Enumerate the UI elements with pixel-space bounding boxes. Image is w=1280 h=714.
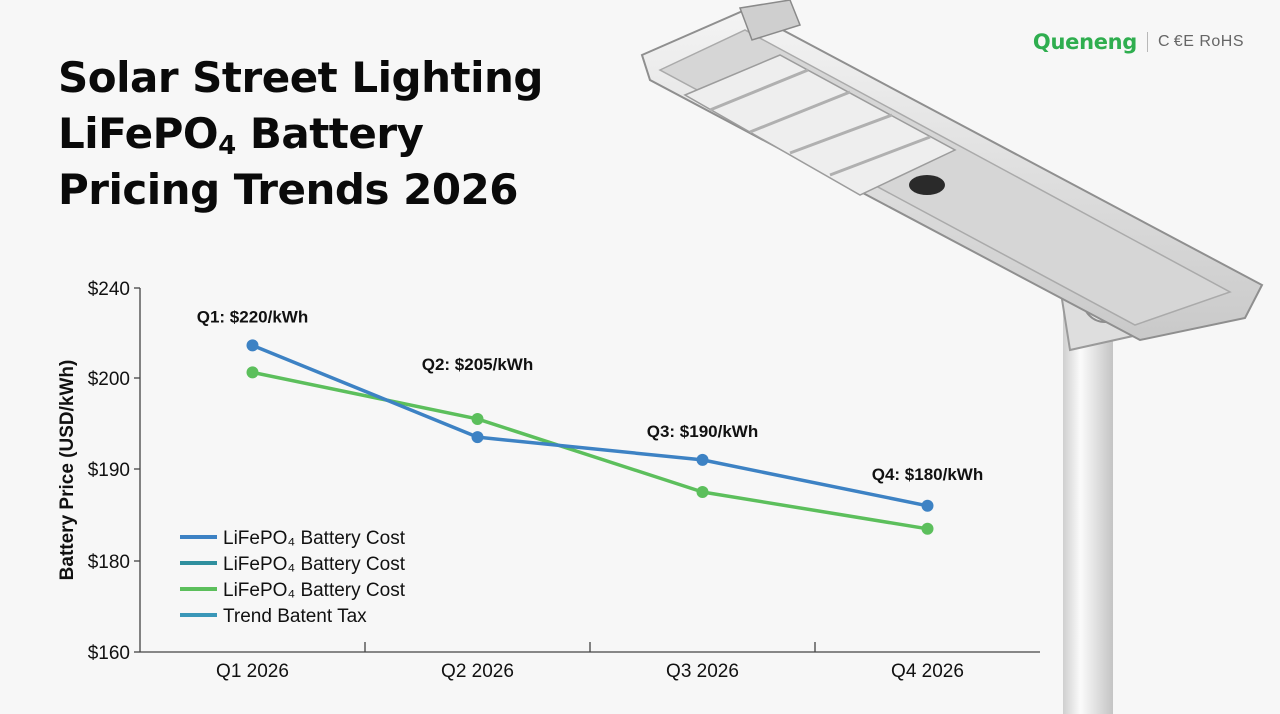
legend-label: LiFePO₄ Battery Cost	[223, 554, 406, 575]
title-line-1: Solar Street Lighting	[58, 53, 543, 102]
legend-label: Trend Batent Tax	[223, 606, 367, 627]
brand-separator	[1147, 32, 1149, 52]
y-tick-label: $240	[88, 279, 130, 300]
pole	[1063, 300, 1113, 714]
data-point	[471, 412, 484, 425]
data-annotation: Q1: $220/kWh	[197, 307, 309, 326]
data-annotation: Q4: $180/kWh	[872, 465, 984, 484]
y-tick-label: $180	[88, 552, 130, 573]
y-axis-label: Battery Price (USD/kWh)	[57, 360, 78, 581]
x-tick-label: Q1 2026	[216, 661, 289, 682]
x-tick-label: Q2 2026	[441, 661, 514, 682]
series-line	[252, 370, 928, 531]
data-point	[696, 453, 709, 466]
y-tick-label: $160	[88, 643, 130, 664]
series-line	[251, 343, 928, 508]
y-tick-label: $190	[88, 460, 130, 481]
page-title: Solar Street Lighting LiFePO4 Battery Pr…	[58, 50, 543, 218]
data-annotation: Q3: $190/kWh	[647, 422, 759, 441]
series-layer	[246, 339, 934, 535]
y-tick-label: $200	[88, 369, 130, 390]
legend-label: LiFePO₄ Battery Cost	[223, 528, 406, 549]
chart-legend: LiFePO₄ Battery Cost LiFePO₄ Battery Cost…	[180, 528, 406, 627]
data-point	[246, 366, 259, 379]
sensor	[909, 175, 945, 195]
data-point	[696, 486, 709, 498]
annotation-layer: Q1: $220/kWh Q2: $205/kWh Q3: $190/kWh Q4: …	[197, 307, 984, 483]
brand-logo: Queneng	[1032, 30, 1138, 54]
title-subscript: 4	[218, 131, 236, 161]
data-annotation: Q2: $205/kWh	[422, 355, 534, 374]
data-point	[921, 522, 934, 535]
x-tick-label: Q4 2026	[891, 661, 964, 682]
title-line-2: LiFePO4 Battery	[58, 109, 424, 161]
title-line-3: Pricing Trends 2026	[58, 165, 518, 214]
legend-label: LiFePO₄ Battery Cost	[223, 580, 406, 601]
certification-marks: C €E RoHS	[1158, 33, 1244, 50]
data-point	[921, 499, 934, 512]
chart-axes: $160 $180 $190 $200 $240 Q1 2026 Q2 2026 Q3 202…	[57, 279, 1040, 682]
data-point	[471, 431, 484, 444]
brand-bar: Queneng C €E RoHS	[1033, 30, 1244, 54]
led-panel	[683, 54, 957, 196]
x-tick-label: Q3 2026	[666, 661, 739, 682]
data-point	[246, 339, 259, 352]
